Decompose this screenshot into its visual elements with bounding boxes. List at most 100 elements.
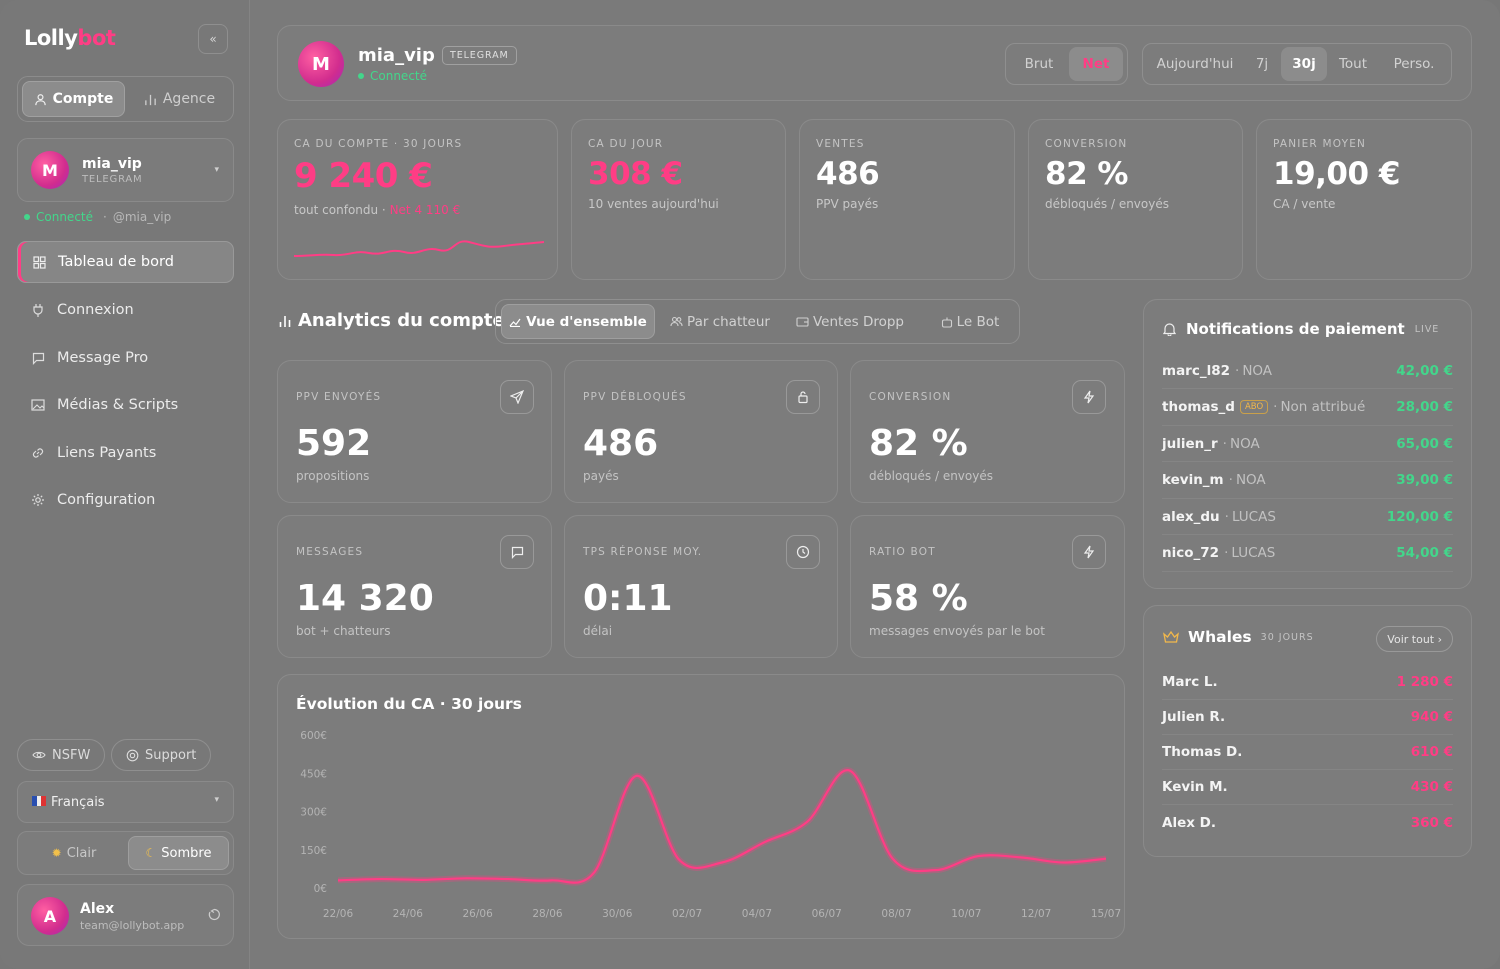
notification-row[interactable]: alex_du · LUCAS 120,00 €: [1162, 499, 1453, 535]
notification-row[interactable]: julien_r · NOA 65,00 €: [1162, 426, 1453, 462]
chat-icon[interactable]: [500, 535, 534, 569]
stat-subtitle: propositions: [296, 469, 370, 483]
user-card[interactable]: A Alex team@lollybot.app: [17, 884, 234, 946]
sidebar-item-media[interactable]: Médias & Scripts: [17, 384, 234, 426]
kpi-subtitle-text: tout confondu ·: [294, 203, 390, 217]
notification-row[interactable]: kevin_m · NOA 39,00 €: [1162, 463, 1453, 499]
stat-ppv-sent: PPV ENVOYÉS 592 propositions: [277, 360, 552, 503]
tab-custom[interactable]: Perso.: [1393, 56, 1435, 72]
x-tick-label: 15/07: [1091, 908, 1121, 920]
whale-row[interactable]: Marc L. 1 280 €: [1162, 665, 1453, 700]
tab-today[interactable]: Aujourd'hui: [1156, 56, 1234, 72]
support-button[interactable]: Support: [111, 739, 212, 771]
tab-agency[interactable]: Agence: [128, 81, 231, 117]
clock-icon[interactable]: [786, 535, 820, 569]
x-tick-label: 24/06: [393, 908, 424, 920]
status-text: Connecté: [370, 69, 427, 83]
analytics-tabs: Vue d'ensemble Par chatteur Ventes Dropp…: [495, 299, 1020, 344]
connection-status: Connecté: [358, 69, 427, 83]
payer-name: thomas_d: [1162, 399, 1235, 415]
analytics-heading: Analytics du compte: [279, 310, 505, 331]
y-tick-label: 0€: [314, 883, 327, 895]
logout-icon[interactable]: [207, 907, 221, 926]
sidebar-item-message-pro[interactable]: Message Pro: [17, 337, 234, 379]
sidebar-item-label: Liens Payants: [57, 445, 157, 461]
tab-net[interactable]: Net: [1069, 47, 1123, 81]
tab-by-chatter[interactable]: Par chatteur: [661, 304, 779, 339]
x-tick-label: 02/07: [672, 908, 702, 920]
tab-30d[interactable]: 30j: [1281, 47, 1327, 81]
sidebar-item-label: Configuration: [57, 492, 156, 508]
profile-handle: @mia_vip: [112, 210, 172, 224]
see-all-button[interactable]: Voir tout ›: [1376, 626, 1453, 652]
separator: ·: [1273, 399, 1278, 415]
tab-the-bot[interactable]: Le Bot: [926, 304, 1014, 339]
payment-amount: 28,00 €: [1396, 399, 1453, 415]
whale-row[interactable]: Alex D. 360 €: [1162, 805, 1453, 840]
chevron-down-icon: ▾: [214, 795, 219, 805]
sidebar-item-connexion[interactable]: Connexion: [17, 289, 234, 331]
avatar: M: [31, 151, 69, 189]
logo[interactable]: Lollybot: [24, 26, 116, 50]
tab-dropp-sales[interactable]: Ventes Dropp: [789, 304, 911, 339]
payment-amount: 54,00 €: [1396, 545, 1453, 561]
separator: ·: [1235, 362, 1240, 379]
kpi-label: CONVERSION: [1045, 138, 1128, 150]
kpi-sales: VENTES 486 PPV payés: [799, 119, 1015, 280]
stat-subtitle: bot + chatteurs: [296, 624, 391, 638]
live-badge: LIVE: [1414, 323, 1440, 335]
collapse-sidebar-button[interactable]: «: [198, 24, 228, 54]
sidebar-item-payment-links[interactable]: Liens Payants: [17, 432, 234, 474]
avatar: A: [31, 897, 69, 935]
whales-card: Whales 30 JOURS Voir tout › Marc L. 1 280…: [1143, 605, 1472, 857]
lock-icon[interactable]: [786, 380, 820, 414]
moon-icon: ☾: [145, 846, 157, 860]
whale-row[interactable]: Julien R. 940 €: [1162, 700, 1453, 735]
notification-row[interactable]: thomas_d ABO · Non attribué 28,00 €: [1162, 390, 1453, 426]
kpi-subtitle: tout confondu · Net 4 110 €: [294, 203, 460, 217]
tab-all[interactable]: Tout: [1338, 56, 1368, 72]
theme-light-button[interactable]: ✹ Clair: [22, 836, 126, 870]
stat-subtitle: débloqués / envoyés: [869, 469, 993, 483]
whale-name: Thomas D.: [1162, 744, 1243, 760]
user-name: Alex: [80, 901, 115, 917]
kpi-subtitle: CA / vente: [1273, 197, 1336, 211]
stat-messages: MESSAGES 14 320 bot + chatteurs: [277, 515, 552, 658]
stat-bot-ratio: RATIO BOT 58 % messages envoyés par le b…: [850, 515, 1125, 658]
tab-account[interactable]: Compte: [22, 81, 125, 117]
whale-row[interactable]: Kevin M. 430 €: [1162, 770, 1453, 805]
image-icon: [31, 399, 45, 411]
revenue-chart-card: Évolution du CA · 30 jours 0€ 150€ 300€ 450…: [277, 674, 1125, 939]
kpi-value: 486: [816, 156, 880, 192]
tab-brut[interactable]: Brut: [1024, 56, 1054, 72]
tab-overview[interactable]: Vue d'ensemble: [501, 304, 655, 339]
kpi-value: 19,00 €: [1273, 156, 1400, 192]
x-tick-label: 08/07: [881, 908, 911, 920]
tab-7d[interactable]: 7j: [1255, 56, 1269, 72]
whale-row[interactable]: Thomas D. 610 €: [1162, 735, 1453, 770]
notification-row[interactable]: marc_l82 · NOA 42,00 €: [1162, 353, 1453, 389]
nsfw-toggle[interactable]: NSFW: [17, 739, 106, 771]
kpi-average-basket: PANIER MOYEN 19,00 € CA / vente: [1256, 119, 1472, 280]
subscription-badge: ABO: [1239, 400, 1269, 414]
stat-label: PPV DÉBLOQUÉS: [583, 391, 687, 403]
theme-dark-button[interactable]: ☾ Sombre: [128, 836, 229, 870]
stat-value: 0:11: [583, 578, 673, 619]
language-select[interactable]: Français ▾: [17, 781, 234, 823]
payment-amount: 120,00 €: [1386, 508, 1453, 525]
bolt-icon[interactable]: [1072, 380, 1106, 414]
bolt-icon[interactable]: [1072, 535, 1106, 569]
send-icon[interactable]: [500, 380, 534, 414]
lifebuoy-icon: [126, 749, 139, 761]
sidebar-item-configuration[interactable]: Configuration: [17, 479, 234, 521]
notifications-title: Notifications de paiement: [1186, 320, 1405, 338]
kpi-revenue-30d: CA DU COMPTE · 30 JOURS 9 240 € tout con…: [277, 119, 558, 280]
whale-name: Alex D.: [1162, 814, 1216, 831]
sidebar-item-dashboard[interactable]: Tableau de bord: [17, 241, 234, 283]
notification-row[interactable]: nico_72 · LUCAS 54,00 €: [1162, 536, 1453, 572]
user-email: team@lollybot.app: [80, 919, 185, 932]
kpi-value: 308 €: [588, 156, 683, 192]
avatar: M: [298, 41, 344, 87]
profile-selector[interactable]: M mia_vip TELEGRAM ▾: [17, 138, 234, 202]
grid-icon: [32, 255, 46, 269]
